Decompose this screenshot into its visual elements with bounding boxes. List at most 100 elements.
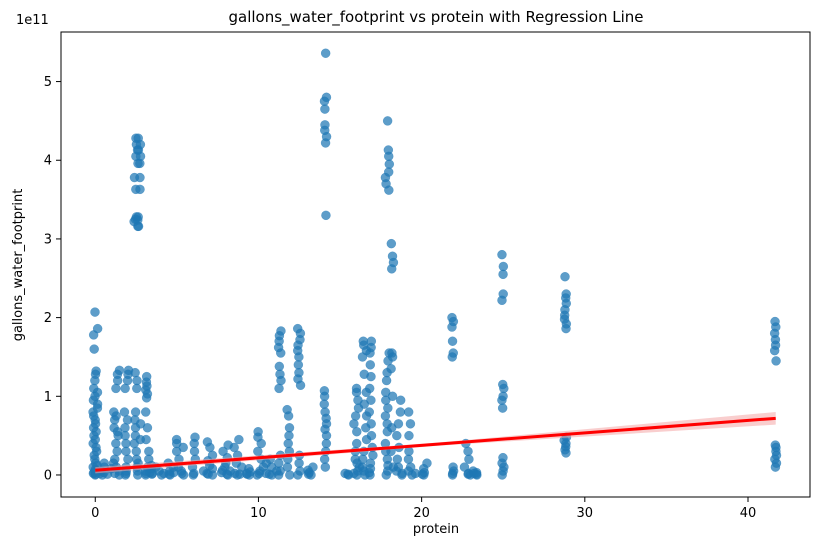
y-axis-label: gallons_water_footprint [11,189,26,342]
data-point [383,167,394,177]
data-point [133,133,143,143]
data-point [135,172,145,183]
data-point [198,466,209,476]
data-point [349,419,359,429]
data-point [88,383,99,394]
data-point [351,438,362,449]
data-point [282,404,292,415]
data-point [320,407,330,417]
data-point [274,458,284,468]
data-point [497,249,507,260]
data-point [171,434,182,445]
data-point [274,383,284,394]
y-offset-text: 1e11 [16,13,49,28]
data-point [386,238,397,249]
data-point [92,323,103,334]
data-point [225,466,235,476]
data-point [320,48,331,58]
data-point [386,364,396,374]
data-point [133,212,143,222]
data-point [364,383,375,394]
data-point [459,462,470,472]
data-point [463,446,473,457]
x-tick-label: 20 [413,506,430,521]
data-point [366,419,376,429]
data-point [109,407,119,417]
data-point [114,365,125,376]
data-point [404,430,414,441]
data-point [234,434,244,445]
y-tick-label: 5 [44,75,52,90]
data-point [111,383,121,394]
data-point [561,289,571,299]
data-point [771,356,781,366]
plot-frame [60,31,811,498]
data-point [498,289,508,299]
data-point [321,210,331,221]
data-point [292,323,303,334]
data-point [382,116,393,126]
data-point [320,462,331,472]
data-point [229,442,239,453]
x-tick-label: 40 [740,506,757,521]
data-point [393,419,404,429]
data-point [383,145,394,155]
data-point [308,462,318,472]
x-tick-label: 30 [577,506,594,521]
data-point [144,446,154,457]
data-point [320,120,330,130]
data-point [405,419,416,429]
data-point [387,348,397,358]
x-axis-label: protein [413,522,459,537]
data-point [91,366,101,376]
data-point [364,407,375,417]
data-point [395,395,406,405]
regression-line [95,416,776,472]
data-point [283,438,293,449]
data-point [497,379,508,390]
data-point [366,430,377,441]
data-point [380,411,391,421]
data-point [392,430,402,441]
data-point [294,367,304,378]
data-point [384,159,395,169]
data-point [498,391,508,402]
data-point [261,468,271,479]
data-point [319,386,330,396]
data-point [123,454,133,464]
data-point [90,307,100,317]
data-point [274,361,285,372]
y-tick-label: 2 [44,311,52,326]
plot-area: 0 10 20 30 40 0 1 2 3 4 5 [44,31,811,521]
data-point [383,403,393,413]
data-point [109,423,119,433]
data-point [351,383,362,394]
data-point [202,437,213,447]
data-point [295,466,305,476]
data-point [141,434,151,445]
data-point [366,336,377,346]
data-point [366,395,376,405]
data-point [120,383,130,394]
x-tick-label: 10 [250,506,267,521]
data-point [365,458,376,468]
data-point [471,467,482,478]
data-point [448,348,459,358]
data-point [190,432,200,442]
data-point [422,458,432,468]
chart-title: gallons_water_footprint vs protein with … [228,8,643,27]
data-point [770,440,781,450]
data-point [285,470,295,480]
data-point [89,344,99,354]
data-point [405,462,416,472]
data-point [392,454,403,464]
data-point [130,367,140,378]
data-point [319,454,330,464]
data-point [141,371,152,382]
data-point [132,375,142,386]
data-point [368,450,378,461]
data-point [497,403,508,413]
data-point [112,446,122,457]
data-point [119,407,130,417]
